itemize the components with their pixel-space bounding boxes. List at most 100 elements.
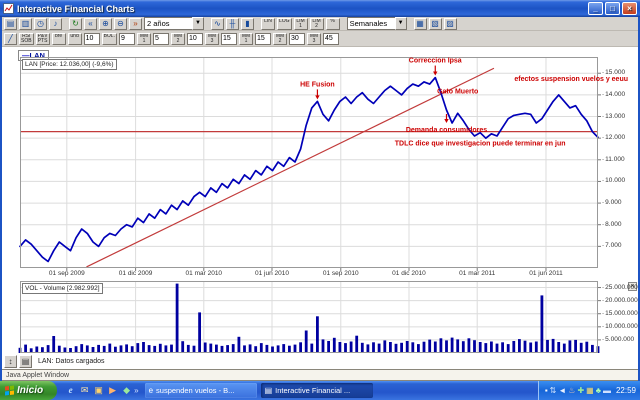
period-dropdown[interactable]: 2 años ▼: [144, 17, 204, 30]
scale-button-log[interactable]: LOG: [277, 17, 292, 30]
media-player-icon[interactable]: ▶: [109, 385, 117, 395]
applet-status-bar: ↕ ▤ LAN: Datos cargados: [4, 355, 105, 368]
volume-bar: [57, 345, 61, 353]
toolbar-overflow-icon[interactable]: »: [134, 386, 139, 395]
volume-icon[interactable]: ◄: [558, 386, 567, 395]
alarm-icon[interactable]: ◷: [34, 17, 47, 30]
messenger-icon[interactable]: ◆: [123, 385, 131, 395]
volume-bar: [321, 339, 325, 353]
scale-button-%[interactable]: %: [325, 17, 340, 30]
indicator-icon[interactable]: ▦: [413, 17, 427, 30]
price-axis-tick-label: 11.000: [602, 156, 624, 163]
period-field-18[interactable]: 45: [322, 32, 339, 45]
ie-icon[interactable]: e: [68, 385, 73, 395]
folder-icon[interactable]: ▣: [94, 385, 103, 395]
volume-bar: [97, 344, 100, 353]
indicator-button-17[interactable]: MM 3: [306, 32, 321, 45]
volume-bar: [35, 346, 39, 353]
main-toolbar: ▤ ▥ ◷ ♪ ↻ «⊕ ⊖» 2 años ▼ ∿ ╫ ▮ LIN LOG LIM 1 LIM 2…: [2, 17, 638, 31]
draw-trendline-icon[interactable]: ╱: [4, 32, 17, 45]
maximize-button[interactable]: □: [605, 2, 620, 15]
task-button-1[interactable]: ▤ Interactive Financial ...: [260, 383, 373, 398]
indicator-button-3[interactable]: und: [67, 32, 82, 45]
security-icon[interactable]: ▪: [544, 386, 548, 395]
volume-bar: [372, 342, 375, 353]
volume-bar: [304, 330, 308, 353]
scale-button-lim-1[interactable]: LIM 1: [293, 17, 308, 30]
volume-axis-tick-label: 5.000.000: [602, 336, 634, 343]
indicator-button-7[interactable]: MM 1: [136, 32, 151, 45]
indicator-button-1[interactable]: P&V PTS: [35, 32, 50, 45]
volume-bar: [299, 342, 302, 353]
annotation-text: TDLC dice que investigacion puede termin…: [395, 141, 566, 148]
scale-button-lim-2[interactable]: LIM 2: [309, 17, 324, 30]
price-axis-tick-label: 15.000: [602, 69, 625, 76]
volume-bar: [181, 341, 185, 353]
window-title: Interactive Financial Charts: [17, 3, 135, 14]
antivirus-icon[interactable]: ✚: [577, 386, 585, 395]
line-chart-icon[interactable]: ∿: [211, 17, 224, 30]
volume-bar: [209, 343, 213, 353]
volume-bar: [80, 344, 84, 353]
print-icon[interactable]: ▤: [19, 355, 32, 368]
zoom-out-icon[interactable]: ⊖: [114, 17, 127, 30]
period-field-12[interactable]: 15: [220, 32, 237, 45]
save-chart-icon[interactable]: ▥: [19, 17, 32, 30]
forward-icon[interactable]: »: [129, 17, 142, 30]
indicator-button-5[interactable]: BOL.: [101, 32, 117, 45]
layout-icon[interactable]: ▤: [4, 17, 17, 30]
resize-icon[interactable]: ↕: [4, 355, 17, 368]
indicator-button-0[interactable]: RSI SOB: [19, 32, 34, 45]
volume-bar: [495, 343, 499, 353]
period-field-6[interactable]: 9: [118, 32, 135, 45]
bar-chart-icon[interactable]: ╫: [226, 17, 239, 30]
volume-bar: [24, 344, 27, 353]
period-field-16[interactable]: 30: [288, 32, 305, 45]
volume-bar: [562, 343, 566, 353]
refresh-icon[interactable]: ↻: [69, 17, 82, 30]
volume-bar: [192, 345, 196, 353]
candlestick-icon[interactable]: ▮: [241, 17, 254, 30]
minimize-button[interactable]: _: [588, 2, 603, 15]
compare-icon[interactable]: ▧: [428, 17, 442, 30]
indicator-button-13[interactable]: MM 1: [238, 32, 253, 45]
period-field-10[interactable]: 10: [186, 32, 203, 45]
interval-dropdown[interactable]: Semanales ▼: [346, 17, 407, 30]
period-field-14[interactable]: 15: [254, 32, 271, 45]
indicator-button-11[interactable]: MM 3: [204, 32, 219, 45]
volume-bar: [568, 340, 572, 353]
network-icon[interactable]: ⇅: [549, 386, 557, 395]
chevron-down-icon[interactable]: ▼: [394, 17, 407, 30]
start-button[interactable]: Inicio: [0, 381, 58, 400]
close-button[interactable]: ×: [622, 2, 637, 15]
back-icon[interactable]: «: [84, 17, 97, 30]
chevron-down-icon[interactable]: ▼: [192, 17, 204, 30]
settings-icon[interactable]: ▨: [443, 17, 457, 30]
indicator-button-2[interactable]: bre: [51, 32, 66, 45]
scale-button-lin[interactable]: LIN: [261, 17, 275, 30]
java-icon[interactable]: ♨: [568, 386, 576, 395]
volume-bar: [158, 343, 162, 353]
indicator-button-9[interactable]: MM 2: [170, 32, 185, 45]
x-axis-label: 01 dic 2009: [118, 270, 153, 277]
volume-bar: [450, 337, 454, 353]
period-value: 2 años: [144, 17, 192, 30]
task-button-0[interactable]: e suspenden vuelos - B...: [144, 383, 257, 398]
update-icon[interactable]: ▦: [586, 386, 594, 395]
price-pane[interactable]: HE Fusion Correccion Ipsa Gato Muerto Deman…: [19, 57, 628, 271]
volume-bar: [461, 341, 465, 353]
msn-icon[interactable]: ♣: [595, 386, 601, 395]
volume-bar: [52, 336, 56, 353]
volume-bar: [332, 337, 336, 353]
volume-pane[interactable]: [18, 281, 601, 353]
sound-icon[interactable]: ♪: [49, 17, 62, 30]
period-field-4[interactable]: 10: [83, 32, 100, 45]
volume-bar: [456, 339, 460, 353]
indicator-button-15[interactable]: MM 2: [272, 32, 287, 45]
battery-icon[interactable]: ▬: [602, 386, 611, 395]
zoom-in-icon[interactable]: ⊕: [99, 17, 112, 30]
price-axis-tick-label: 7.000: [602, 242, 621, 249]
outlook-icon[interactable]: ✉: [80, 385, 89, 395]
period-field-8[interactable]: 5: [152, 32, 169, 45]
volume-bar: [186, 344, 190, 353]
